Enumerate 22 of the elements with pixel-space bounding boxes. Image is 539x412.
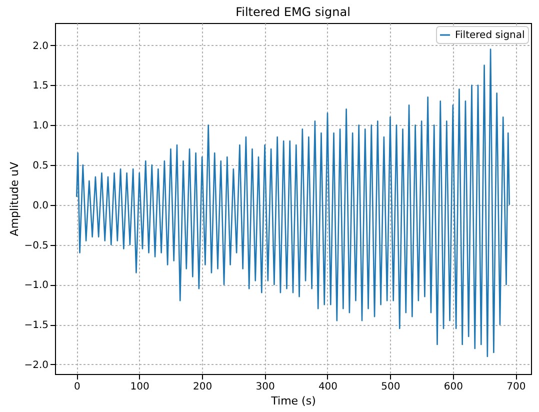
- y-tick-label: −1.5: [24, 320, 48, 332]
- y-tick-label: −1.0: [24, 280, 48, 292]
- legend-label: Filtered signal: [455, 30, 525, 41]
- y-tick-label: 0.5: [32, 160, 48, 172]
- line-series: [76, 48, 510, 358]
- x-tick-label: 600: [444, 382, 463, 392]
- y-tick-label: 2.0: [32, 40, 48, 52]
- x-tick-label: 300: [256, 382, 275, 392]
- x-tick-label: 100: [130, 382, 150, 392]
- y-tick-label: 1.5: [32, 80, 48, 92]
- x-tick-label: 400: [318, 382, 338, 392]
- x-tick-label: 200: [193, 382, 212, 392]
- y-tick-label: 0.0: [32, 200, 48, 212]
- y-tick-label: −2.0: [24, 360, 48, 371]
- x-tick-label: 0: [74, 382, 80, 392]
- x-tick-label: 500: [381, 382, 400, 392]
- x-tick-label: 700: [506, 382, 526, 392]
- x-axis-title: Time (s): [270, 394, 316, 408]
- chart-title: Filtered EMG signal: [236, 5, 350, 19]
- y-tick-label: −0.5: [24, 240, 48, 252]
- y-axis-title: Amplitude uV: [8, 161, 22, 236]
- y-tick-label: 1.0: [32, 120, 48, 132]
